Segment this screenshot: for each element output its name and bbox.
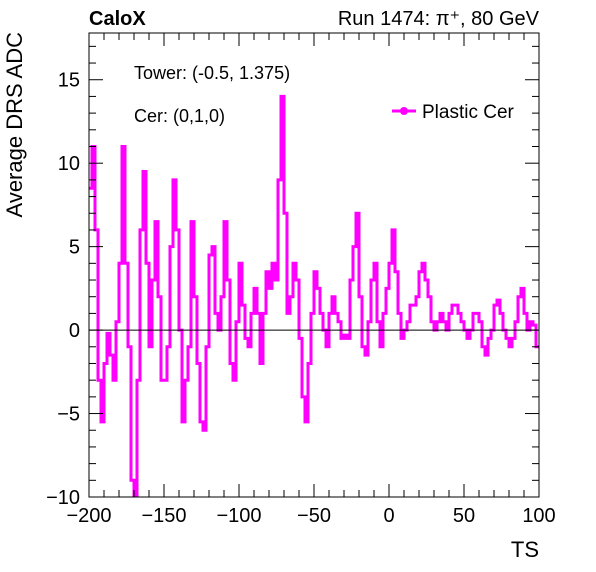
legend: Plastic Cer [392, 102, 515, 123]
header-right-label: Run 1474: π⁺, 80 GeV [338, 8, 540, 30]
x-tick-label: −100 [216, 505, 261, 527]
header-left-label: CaloX [89, 8, 146, 30]
y-tick-label: 10 [58, 153, 80, 175]
y-axis-label: Average DRS ADC [2, 32, 27, 218]
y-tick-label: 5 [69, 237, 80, 259]
x-axis: −200 −150 −100 −50 0 50 100 [66, 33, 556, 527]
x-tick-label: −200 [66, 505, 111, 527]
x-tick-label: 0 [383, 505, 394, 527]
y-tick-label: −5 [57, 404, 80, 426]
y-axis: −10 −5 0 5 10 15 [46, 45, 539, 509]
series-group [89, 94, 539, 497]
x-axis-label: TS [511, 537, 539, 562]
x-tick-label: 100 [522, 505, 555, 527]
series-line-plastic-cer [89, 94, 539, 497]
x-tick-label: 50 [453, 505, 475, 527]
annotation-cer: Cer: (0,1,0) [134, 106, 225, 126]
x-tick-label: −50 [297, 505, 331, 527]
annotation-tower: Tower: (-0.5, 1.375) [134, 63, 290, 83]
y-tick-label: −10 [46, 487, 80, 509]
legend-marker-dot [400, 107, 408, 115]
x-tick-label: −150 [141, 505, 186, 527]
y-tick-label: 0 [69, 320, 80, 342]
y-tick-label: 15 [58, 70, 80, 92]
legend-entry-plastic-cer: Plastic Cer [422, 102, 515, 123]
